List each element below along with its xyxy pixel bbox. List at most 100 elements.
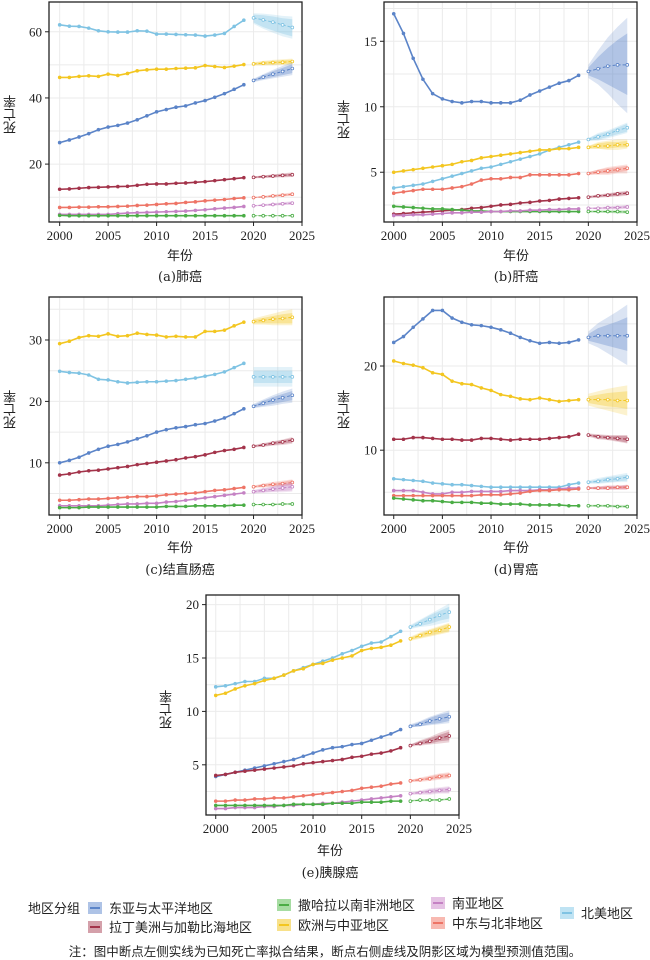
observed-point bbox=[391, 191, 396, 195]
observed-point bbox=[86, 373, 91, 377]
observed-point bbox=[479, 156, 484, 160]
observed-point bbox=[469, 438, 474, 442]
y-tick-label: 5 bbox=[193, 757, 200, 772]
observed-point bbox=[450, 493, 454, 498]
forecast-line bbox=[410, 788, 450, 795]
observed-point bbox=[77, 74, 81, 79]
observed-point bbox=[567, 173, 571, 177]
y-tick-label: 10 bbox=[364, 443, 377, 458]
observed-point bbox=[116, 496, 120, 500]
observed-point bbox=[67, 213, 72, 218]
forecast-point bbox=[280, 173, 285, 178]
forecast-point bbox=[290, 375, 295, 379]
legend-item-sa: 南亚地区 bbox=[431, 893, 504, 912]
observed-point bbox=[469, 500, 474, 505]
observed-point bbox=[125, 381, 130, 385]
observed-point bbox=[77, 371, 81, 375]
observed-point bbox=[67, 505, 72, 510]
observed-point bbox=[528, 503, 532, 507]
observed-point bbox=[135, 117, 140, 122]
observed-point bbox=[557, 81, 561, 85]
forecast-point bbox=[261, 401, 266, 406]
observed-point bbox=[232, 486, 236, 491]
observed-point bbox=[135, 502, 140, 506]
observed-point bbox=[576, 140, 581, 144]
observed-point bbox=[460, 320, 464, 325]
observed-point bbox=[222, 206, 227, 210]
observed-point bbox=[262, 764, 267, 768]
observed-point bbox=[576, 338, 581, 342]
observed-point bbox=[242, 62, 246, 67]
forecast-point bbox=[271, 375, 275, 379]
observed-point bbox=[537, 148, 542, 152]
forecast-point bbox=[437, 788, 442, 793]
forecast-point bbox=[280, 486, 285, 490]
legend-title: 地区分组 bbox=[28, 902, 81, 917]
observed-point bbox=[174, 66, 178, 71]
x-tick-label: 2025 bbox=[446, 821, 472, 836]
observed-point bbox=[401, 437, 406, 442]
observed-point bbox=[411, 493, 415, 498]
series-mena bbox=[391, 164, 630, 195]
observed-point bbox=[391, 496, 396, 500]
forecast-point bbox=[596, 209, 600, 214]
forecast-point bbox=[271, 487, 275, 492]
observed-point bbox=[145, 210, 149, 215]
observed-point bbox=[320, 759, 325, 764]
observed-point bbox=[421, 187, 425, 192]
forecast-point bbox=[586, 145, 591, 150]
observed-point bbox=[498, 489, 503, 494]
forecast-point bbox=[418, 722, 422, 727]
observed-point bbox=[222, 65, 227, 70]
observed-point bbox=[547, 148, 552, 152]
observed-point bbox=[213, 806, 218, 811]
y-axis-label-a: 死亡率 bbox=[4, 95, 19, 134]
observed-point bbox=[145, 501, 149, 506]
forecast-line bbox=[253, 503, 293, 506]
observed-point bbox=[135, 494, 140, 499]
observed-point bbox=[330, 790, 335, 795]
observed-point bbox=[116, 465, 120, 470]
forecast-point bbox=[251, 489, 256, 494]
forecast-point bbox=[606, 64, 610, 68]
observed-point bbox=[518, 488, 523, 493]
x-tick-label: 2000 bbox=[47, 521, 73, 536]
forecast-point bbox=[625, 437, 630, 442]
observed-point bbox=[460, 184, 464, 189]
observed-point bbox=[508, 175, 513, 180]
forecast-point bbox=[615, 167, 620, 172]
x-tick-label: 2020 bbox=[397, 821, 423, 836]
observed-point bbox=[193, 503, 198, 508]
forecast-point bbox=[408, 743, 413, 748]
forecast-point bbox=[408, 625, 413, 629]
observed-point bbox=[233, 798, 237, 802]
observed-point bbox=[567, 340, 571, 345]
forecast-point bbox=[437, 628, 442, 633]
observed-point bbox=[116, 30, 120, 34]
observed-point bbox=[262, 767, 267, 771]
observed-point bbox=[252, 803, 257, 808]
observed-point bbox=[547, 488, 552, 493]
panel-e: 2000 2005 2010 2015 2020 2025 5 10 15 20 死亡率 年份 (… bbox=[150, 590, 480, 890]
forecast-point bbox=[625, 210, 630, 214]
legend-swatch-mena-icon bbox=[431, 916, 445, 929]
series-lac bbox=[391, 190, 630, 216]
forecast-point bbox=[596, 503, 600, 508]
chart-c: 2000 2005 2010 2015 2020 2025 10 20 30 bbox=[29, 296, 315, 536]
x-tick-label: 2000 bbox=[381, 521, 407, 536]
observed-point bbox=[498, 328, 503, 332]
grid bbox=[206, 595, 460, 815]
observed-point bbox=[203, 374, 207, 379]
observed-point bbox=[440, 211, 445, 216]
observed-point bbox=[243, 679, 247, 684]
observed-point bbox=[537, 488, 542, 493]
series-eap bbox=[213, 710, 452, 779]
x-tick-label: 2010 bbox=[300, 821, 326, 836]
forecast-point bbox=[261, 174, 266, 179]
observed-point bbox=[391, 359, 396, 363]
observed-point bbox=[96, 74, 101, 79]
forecast-point bbox=[586, 69, 591, 74]
series-sa bbox=[213, 786, 452, 811]
observed-point bbox=[183, 181, 188, 185]
observed-point bbox=[145, 114, 149, 118]
